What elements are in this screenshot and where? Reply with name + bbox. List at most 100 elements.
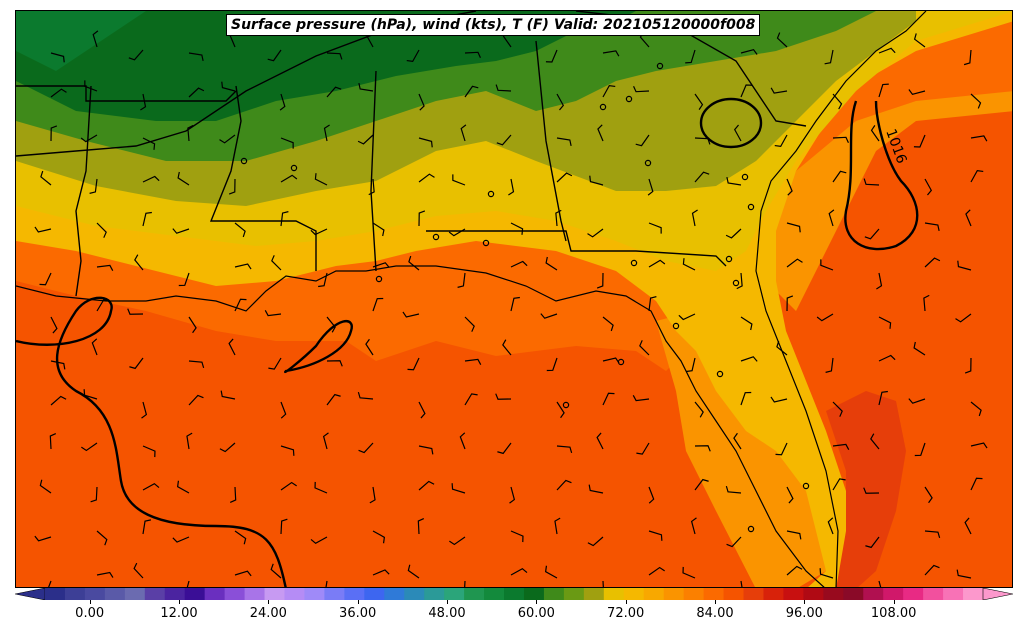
wind-barb <box>740 580 743 587</box>
colorbar-tick-label: 60.00 <box>517 606 555 621</box>
wind-barb <box>736 272 743 290</box>
colorbar-swatch <box>424 588 445 600</box>
wind-barb <box>770 87 788 94</box>
wind-barb <box>358 82 374 92</box>
wind-barb <box>774 134 788 148</box>
colorbar-swatch <box>464 588 485 600</box>
colorbar-swatch <box>723 588 745 600</box>
calm-wind-marker <box>802 482 810 490</box>
wind-barb <box>234 530 247 545</box>
wind-barb <box>725 228 742 239</box>
wind-barb <box>402 311 420 318</box>
wind-barb <box>970 401 982 417</box>
wind-barb <box>176 480 190 494</box>
wind-barb <box>596 432 604 450</box>
colorbar-tick-label: 36.00 <box>339 606 377 621</box>
wind-barb <box>602 316 614 332</box>
wind-barb <box>682 566 696 579</box>
wind-barb <box>694 171 710 183</box>
wind-barb <box>464 580 466 587</box>
wind-barb <box>635 134 650 147</box>
wind-barb <box>726 176 742 186</box>
wind-barb <box>92 30 99 48</box>
wind-barb <box>417 518 425 535</box>
wind-barb <box>188 316 197 334</box>
wind-barb <box>733 432 742 450</box>
colorbar-swatch <box>45 588 66 600</box>
wind-barb <box>134 254 144 271</box>
wind-barb <box>314 173 328 186</box>
wind-barb <box>865 536 880 549</box>
colorbar-swatch <box>364 588 385 600</box>
wind-barb <box>372 222 385 237</box>
colorbar-swatch <box>843 588 864 600</box>
calm-wind-marker <box>630 259 638 267</box>
wind-barb <box>326 360 343 367</box>
wind-barb <box>540 313 558 319</box>
wind-barb <box>556 93 565 111</box>
colorbar-swatch <box>144 588 166 600</box>
wind-barb <box>639 340 650 356</box>
colorbar-swatch <box>384 588 405 600</box>
wind-barb <box>913 33 926 48</box>
wind-barb <box>325 580 328 587</box>
wind-barb <box>418 401 426 419</box>
wind-barb <box>322 432 329 450</box>
wind-barb <box>418 93 425 111</box>
wind-barb <box>267 49 282 62</box>
wind-barb <box>682 258 696 271</box>
calm-wind-marker <box>644 159 652 167</box>
colorbar-tick-mark <box>804 600 806 604</box>
colorbar-swatch <box>803 588 824 600</box>
wind-barb <box>694 445 711 452</box>
colorbar-swatch <box>523 588 545 600</box>
wind-barb <box>172 536 190 543</box>
wind-barb <box>186 580 190 587</box>
colorbar-tick-label: 12.00 <box>160 606 198 621</box>
wind-barb <box>964 357 972 374</box>
wind-barb <box>648 486 655 504</box>
wind-barb <box>449 536 466 546</box>
wind-barb <box>776 340 788 356</box>
wind-barb <box>495 393 512 400</box>
wind-barb <box>271 255 282 271</box>
temperature-map: 1016 <box>16 11 1012 587</box>
wind-barb <box>40 170 52 186</box>
wind-barb <box>647 178 654 196</box>
calm-wind-marker <box>732 279 740 287</box>
wind-barb <box>418 173 435 183</box>
wind-barb <box>280 174 298 183</box>
colorbar-swatch <box>863 588 884 600</box>
wind-barb <box>832 478 846 491</box>
wind-barb <box>632 395 650 402</box>
colorbar-swatch <box>64 588 86 600</box>
wind-barb <box>270 563 282 579</box>
wind-barb <box>142 445 156 458</box>
wind-barb <box>372 297 384 312</box>
wind-barb <box>878 316 892 329</box>
wind-barb <box>89 178 98 194</box>
calm-wind-marker <box>747 203 755 211</box>
wind-barb <box>878 83 889 98</box>
wind-barb <box>908 89 926 96</box>
wind-barb <box>955 313 972 323</box>
colorbar-tick-mark <box>179 600 180 604</box>
wind-barb <box>648 296 657 312</box>
calm-wind-marker <box>741 173 749 181</box>
calm-wind-marker <box>487 190 495 198</box>
colorbar-swatch <box>344 588 365 600</box>
colorbar-swatch <box>923 588 944 600</box>
calm-wind-marker <box>599 103 607 111</box>
wind-barb <box>913 341 926 356</box>
wind-barb <box>448 228 466 237</box>
wind-barb <box>326 86 342 98</box>
wind-barb <box>740 48 758 55</box>
t-band-50-57 <box>16 11 146 71</box>
wind-barb <box>496 134 512 146</box>
wind-barb <box>129 357 144 370</box>
colorbar-swatch <box>284 588 305 600</box>
wind-barb <box>172 228 190 234</box>
wind-barb <box>495 84 512 92</box>
wind-barb <box>368 178 375 196</box>
colorbar-swatch <box>743 588 764 600</box>
